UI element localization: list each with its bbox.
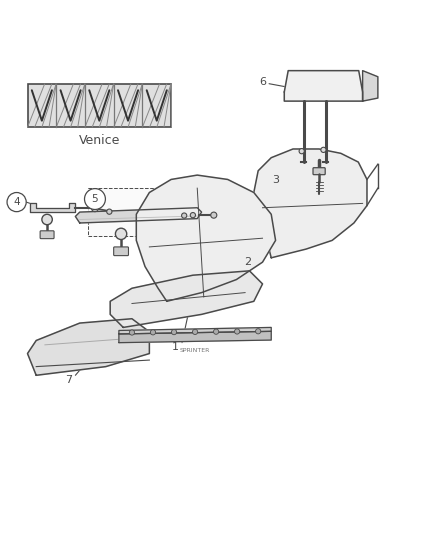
Circle shape [190, 213, 195, 218]
Text: 5: 5 [92, 194, 98, 204]
Circle shape [213, 329, 219, 334]
Text: 7: 7 [65, 375, 72, 385]
Circle shape [7, 192, 26, 212]
Text: 1: 1 [172, 342, 179, 352]
Circle shape [192, 329, 198, 335]
Text: Venice: Venice [79, 134, 120, 147]
Polygon shape [363, 71, 378, 101]
Polygon shape [28, 319, 149, 375]
Text: 2: 2 [244, 257, 251, 267]
Polygon shape [136, 175, 276, 301]
Circle shape [92, 205, 99, 212]
Polygon shape [75, 208, 201, 223]
FancyBboxPatch shape [40, 231, 54, 239]
Polygon shape [119, 332, 271, 343]
Circle shape [42, 214, 52, 225]
Polygon shape [88, 188, 210, 236]
Polygon shape [119, 327, 271, 334]
Circle shape [299, 149, 304, 154]
Polygon shape [254, 149, 367, 258]
Polygon shape [110, 271, 262, 327]
Circle shape [255, 329, 261, 334]
Circle shape [234, 329, 240, 334]
Circle shape [129, 330, 134, 335]
Text: SPRINTER: SPRINTER [180, 348, 210, 353]
Circle shape [182, 213, 187, 218]
Circle shape [150, 330, 155, 335]
Circle shape [116, 228, 127, 239]
Polygon shape [30, 204, 75, 212]
Polygon shape [284, 71, 363, 101]
Circle shape [321, 147, 326, 152]
FancyBboxPatch shape [313, 168, 325, 175]
Circle shape [211, 212, 217, 218]
Bar [28, 84, 171, 127]
Text: 4: 4 [13, 197, 20, 207]
Text: 6: 6 [259, 77, 266, 86]
Text: 3: 3 [272, 175, 279, 185]
FancyBboxPatch shape [114, 247, 128, 256]
Circle shape [107, 209, 112, 214]
Circle shape [171, 329, 177, 335]
Circle shape [85, 189, 106, 209]
